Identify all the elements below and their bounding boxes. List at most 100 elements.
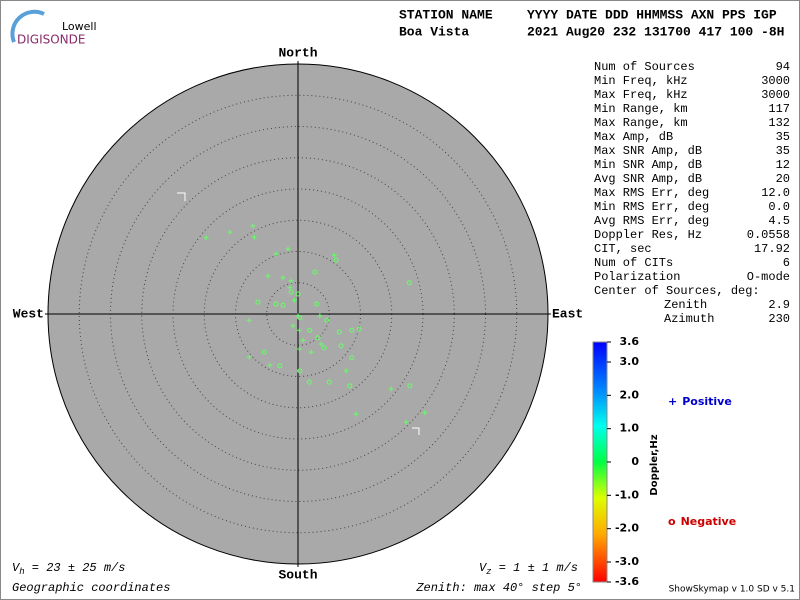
point-negative <box>324 317 330 323</box>
stat-value: 132 <box>768 116 790 130</box>
point-positive <box>288 278 294 284</box>
corner-mark <box>177 192 186 201</box>
legend-marker: o <box>668 515 676 528</box>
colorbar-tick-label: -3.6 <box>615 575 639 588</box>
header-columns: YYYY DATE DDD HHMMSS AXN PPS IGP <box>527 7 777 22</box>
point-negative <box>307 327 313 333</box>
stat-value: 117 <box>768 102 790 116</box>
point-negative <box>333 257 339 263</box>
point-negative <box>407 383 413 389</box>
velocity: Vh = 23 ± 25 m/s <box>12 561 125 577</box>
stat-value: 20 <box>776 172 790 186</box>
stat-label: Num of CITs <box>594 256 673 270</box>
point-positive <box>246 354 252 360</box>
point-positive <box>203 235 209 241</box>
stat-label: Max SNR Amp, dB <box>594 144 702 158</box>
stat-label: Max Range, km <box>594 116 688 130</box>
point-positive <box>331 252 337 258</box>
colorbar-tick-label: -3.0 <box>615 555 639 568</box>
version: ShowSkymap v 1.0 SD v 5.1 <box>669 585 795 595</box>
colorbar-title: Doppler,Hz <box>649 434 660 495</box>
coordinates: Geographic coordinates <box>12 581 170 595</box>
center-row-label: Zenith <box>664 298 707 312</box>
point-negative <box>312 269 318 275</box>
dir-west: West <box>13 306 44 321</box>
center-row-value: 230 <box>768 312 790 326</box>
point-positive <box>285 246 291 252</box>
point-positive <box>273 251 279 257</box>
point-negative <box>314 301 320 307</box>
point-positive <box>287 285 293 291</box>
point-positive <box>353 411 359 417</box>
colorbar-tick-label: 2.0 <box>620 388 640 401</box>
stat-label: Max RMS Err, deg <box>594 186 709 200</box>
point-negative <box>273 301 279 307</box>
legend-marker: + <box>668 395 677 408</box>
stat-value: 0.0 <box>768 200 790 214</box>
legend-entry: o Negative <box>668 515 736 528</box>
point-positive <box>300 337 306 343</box>
point-negative <box>315 335 321 341</box>
point-positive <box>343 368 349 374</box>
stat-value: 35 <box>776 144 790 158</box>
point-positive <box>403 419 409 425</box>
stat-label: Num of Sources <box>594 60 695 74</box>
stat-label: Min Range, km <box>594 102 688 116</box>
point-positive <box>422 410 428 416</box>
stat-label: Doppler Res, Hz <box>594 228 702 242</box>
stat-value: O-mode <box>747 270 790 284</box>
velocity-sub: z <box>486 567 491 577</box>
stat-label: Min Freq, kHz <box>594 74 688 88</box>
center-label: Center of Sources, deg: <box>594 284 760 298</box>
colorbar-tick-label: 1.0 <box>620 422 640 435</box>
colorbar-tick-label: 3.0 <box>620 355 640 368</box>
stat-value: 3000 <box>761 74 790 88</box>
point-negative <box>297 315 303 321</box>
colorbar-tick-label: 3.6 <box>620 335 640 348</box>
stat-value: 35 <box>776 130 790 144</box>
point-positive <box>246 317 252 323</box>
point-negative <box>295 291 301 297</box>
point-negative <box>326 379 332 385</box>
velocity-text: = 23 ± 25 m/s <box>25 561 126 575</box>
velocity-symbol: V <box>479 561 488 575</box>
zenith-label: Zenith: max 40° step 5° <box>415 581 582 595</box>
colorbar-tick-label: -1.0 <box>615 488 639 501</box>
stat-value: 12.0 <box>761 186 790 200</box>
stat-value: 94 <box>776 60 790 74</box>
point-negative <box>349 327 355 333</box>
stat-label: Max Amp, dB <box>594 130 673 144</box>
point-negative <box>261 349 267 355</box>
point-negative <box>288 289 294 295</box>
center-row-label: Azimuth <box>664 312 714 326</box>
center-row-value: 2.9 <box>768 298 790 312</box>
velocity: Vz = 1 ± 1 m/s <box>479 561 578 577</box>
stat-label: Avg RMS Err, deg <box>594 214 709 228</box>
stat-label: Avg SNR Amp, dB <box>594 172 702 186</box>
stat-value: 17.92 <box>754 242 790 256</box>
point-positive <box>318 341 324 347</box>
point-negative <box>277 363 283 369</box>
point-negative <box>356 326 362 332</box>
stat-value: 6 <box>783 256 790 270</box>
stat-label: Min SNR Amp, dB <box>594 158 702 172</box>
point-negative <box>336 329 342 335</box>
point-positive <box>267 362 273 368</box>
colorbar-tick-label: -2.0 <box>615 522 639 535</box>
station: Boa Vista <box>399 24 469 39</box>
point-positive <box>290 323 296 329</box>
point-positive <box>291 297 297 303</box>
point-negative <box>306 379 312 385</box>
point-positive <box>227 229 233 235</box>
point-negative <box>297 368 303 374</box>
dir-north: North <box>278 45 317 60</box>
point-negative <box>255 299 261 305</box>
point-negative <box>280 302 286 308</box>
dir-east: East <box>552 306 583 321</box>
velocity-sub: h <box>19 567 24 577</box>
logo-swoosh <box>10 9 45 43</box>
point-positive <box>296 327 302 333</box>
point-positive <box>265 273 271 279</box>
colorbar <box>592 341 608 583</box>
